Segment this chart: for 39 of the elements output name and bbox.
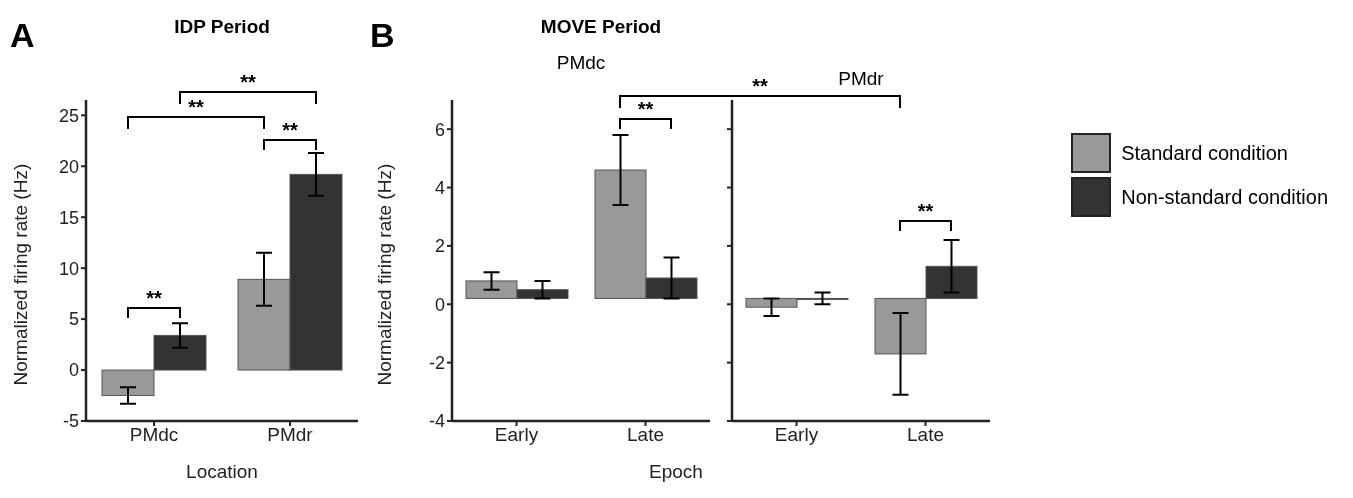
significance-bracket: ** [619,98,672,130]
x-tick-label: PMdc [129,424,179,446]
significance-bracket: ** [899,200,952,232]
y-tick-label: -5 [62,411,79,432]
text: A [10,16,35,55]
y-axis-title: Normalized firing rate (Hz) [9,163,31,386]
chart-title: IDP Period [173,16,271,38]
chart-subtitle: PMdr [838,68,884,89]
y-tick-label: -2 [428,353,445,374]
x-tick-label: Late [907,424,944,446]
chart-title: MOVE Period [539,16,663,38]
x-axis-title: Location [186,461,258,482]
significance-bracket: ** [127,287,181,319]
annotation: ** [282,119,298,141]
significance-bracket: ** [263,119,317,151]
y-axis-title: Normalized firing rate (Hz) [373,163,395,386]
legend-label: Non-standard condition [1121,185,1328,209]
annotation: ** [917,200,934,222]
x-tick-label: PMdr [267,424,314,446]
y-tick-label: -4 [428,411,445,432]
x-axis-title: Epoch [649,461,703,482]
y-tick-label: 5 [68,309,79,330]
annotation: ** [637,98,654,120]
text: B [370,16,395,55]
x-tick-label: Early [494,424,539,446]
legend-label: Standard condition [1121,141,1288,165]
y-tick-label: 0 [68,360,79,381]
y-tick-label: 10 [58,258,79,279]
x-tick-label: Late [627,424,664,446]
y-tick-label: 20 [58,156,79,177]
y-tick-label: 25 [58,105,79,126]
y-tick-label: 6 [434,119,445,140]
y-tick-label: 2 [434,236,445,257]
y-tick-label: 15 [58,207,79,228]
annotation: ** [146,287,162,309]
y-tick-label: 4 [434,177,445,198]
chart-subtitle: PMdc [555,52,607,74]
y-tick-label: 0 [434,294,445,315]
x-tick-label: Early [774,424,819,446]
